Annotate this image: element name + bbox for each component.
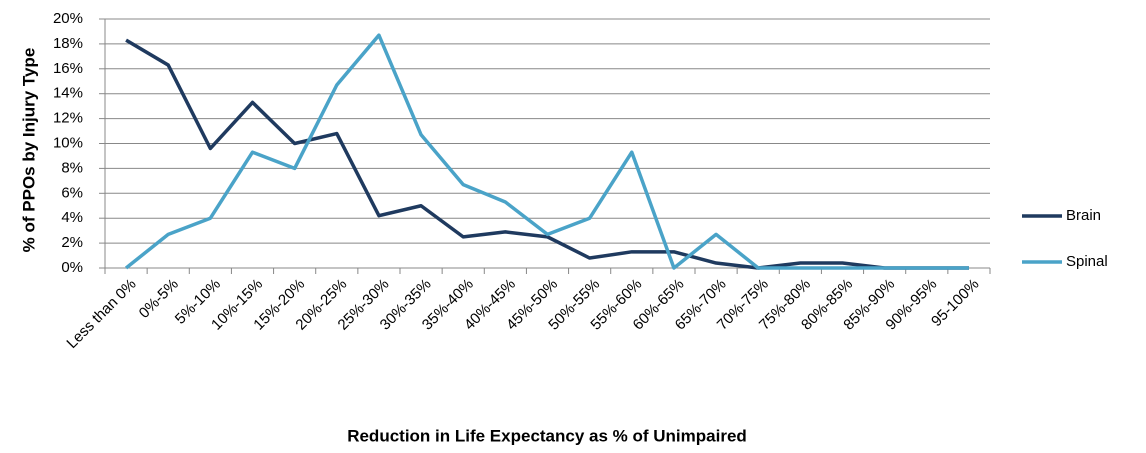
y-tick-label: 18%	[53, 35, 83, 52]
y-tick-label: 14%	[53, 85, 83, 102]
y-tick-label: 16%	[53, 60, 83, 77]
series-line	[125, 38, 969, 270]
x-tick-label: Less than 0%	[63, 276, 139, 352]
y-tick-label: 4%	[61, 209, 83, 226]
y-tick-label: 0%	[61, 259, 83, 276]
y-axis-title: % of PPOs by Injury Type	[19, 48, 38, 253]
legend-label: Brain	[1066, 207, 1101, 224]
y-tick-label: 12%	[53, 110, 83, 127]
y-tick-label: 8%	[61, 159, 83, 176]
series-line	[124, 33, 969, 270]
y-tick-label: 6%	[61, 184, 83, 201]
y-tick-label: 20%	[53, 10, 83, 27]
y-tick-label: 10%	[53, 134, 83, 151]
legend-label: Spinal	[1066, 253, 1108, 270]
y-tick-label: 2%	[61, 234, 83, 251]
x-axis-title: Reduction in Life Expectancy as % of Uni…	[347, 426, 747, 445]
